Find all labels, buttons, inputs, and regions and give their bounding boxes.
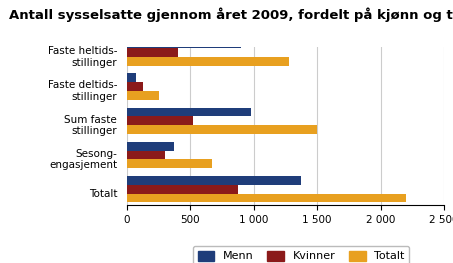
Bar — [127, 151, 165, 159]
Bar — [127, 185, 238, 194]
Bar — [127, 48, 178, 57]
Bar — [127, 91, 159, 100]
Legend: Menn, Kvinner, Totalt: Menn, Kvinner, Totalt — [193, 246, 410, 263]
Bar — [127, 117, 193, 125]
Bar — [127, 194, 406, 203]
Bar — [127, 108, 251, 117]
Bar — [127, 125, 317, 134]
Bar — [127, 82, 143, 91]
Bar — [127, 57, 289, 66]
Bar — [127, 142, 174, 151]
Bar — [127, 176, 301, 185]
Bar — [127, 73, 136, 82]
Bar — [127, 39, 241, 48]
Bar — [127, 159, 212, 168]
Text: Antall sysselsatte gjennom året 2009, fordelt på kjønn og type stilling: Antall sysselsatte gjennom året 2009, fo… — [9, 8, 453, 22]
